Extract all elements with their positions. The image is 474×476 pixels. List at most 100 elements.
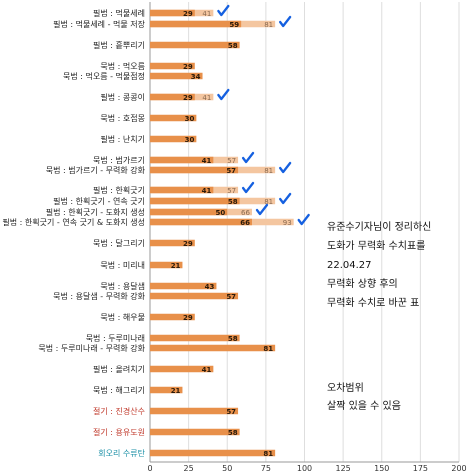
x-axis-ticks: 0 25 50 75 100 125 150 175 200 bbox=[147, 464, 466, 473]
bar-after-value-label: 81 bbox=[263, 450, 273, 458]
bar-after-value-label: 41 bbox=[202, 366, 212, 374]
annotation-line-4: 무력화 상향 후의 bbox=[327, 279, 398, 290]
x-tick-label: 125 bbox=[335, 464, 350, 473]
category-label: 묵법 : 먹오름 - 먹물점정 bbox=[63, 71, 145, 81]
category-label: 묵법 : 범가르기 bbox=[93, 155, 145, 165]
bar-after-update bbox=[150, 386, 183, 394]
bar-before-value-label: 81 bbox=[264, 21, 273, 29]
bar-after-update bbox=[150, 261, 183, 269]
category-label: 묵법 : 두루미나래 - 무력화 강화 bbox=[38, 343, 145, 353]
annotation-line-7: 살짝 있을 수 있음 bbox=[327, 401, 401, 412]
bar-before-value-label: 57 bbox=[227, 187, 236, 195]
bar-after-value-label: 43 bbox=[205, 283, 215, 291]
bar-after-value-label: 29 bbox=[183, 314, 193, 322]
bar-after-value-label: 29 bbox=[183, 63, 193, 71]
bar-after-value-label: 58 bbox=[228, 42, 238, 50]
checkmark-icon bbox=[297, 213, 310, 226]
bar-after-value-label: 41 bbox=[202, 157, 212, 165]
bar-before-value-label: 41 bbox=[202, 94, 211, 102]
checkmark-icon bbox=[217, 4, 230, 17]
bar-after-value-label: 29 bbox=[183, 10, 193, 18]
bar-after-value-label: 59 bbox=[229, 21, 239, 29]
bar-after-value-label: 57 bbox=[226, 408, 236, 416]
bar-after-value-label: 30 bbox=[185, 136, 195, 144]
category-label: 회오리 수류탄 bbox=[98, 448, 145, 458]
category-label: 필법 : 올려치기 bbox=[93, 364, 145, 374]
bar-after-update bbox=[150, 166, 239, 174]
bar-after-update bbox=[150, 292, 239, 300]
bar-after-update bbox=[150, 365, 214, 373]
category-label: 필법 : 흩뿌리기 bbox=[93, 40, 145, 50]
bar-after-value-label: 29 bbox=[183, 240, 193, 248]
checkmark-icon bbox=[255, 203, 269, 216]
annotation-line-1: 유준수기자님이 정리하신 bbox=[327, 222, 432, 233]
bar-after-value-label: 58 bbox=[228, 335, 238, 343]
bar-after-update bbox=[150, 93, 195, 101]
bar-before-value-label: 81 bbox=[264, 198, 273, 206]
bar-after-update bbox=[150, 20, 242, 28]
bar-after-update bbox=[150, 197, 240, 205]
bar-after-update bbox=[150, 156, 214, 164]
bar-before-value-label: 81 bbox=[264, 167, 273, 175]
bar-after-update bbox=[150, 41, 240, 49]
category-label: 묵법 : 먹오름 bbox=[100, 61, 145, 71]
x-tick-label: 175 bbox=[413, 464, 428, 473]
x-tick-label: 200 bbox=[451, 464, 466, 473]
category-label: 필법 : 먹물세례 - 먹물 저장 bbox=[53, 19, 146, 29]
bar-after-update bbox=[150, 313, 195, 321]
bar-after-value-label: 57 bbox=[226, 293, 236, 301]
category-label: 필법 : 한획긋기 - 도화지 생성 bbox=[46, 207, 145, 217]
bar-after-update bbox=[150, 186, 214, 194]
category-label: 묵법 : 호접몽 bbox=[100, 113, 145, 123]
category-label: 절기 : 용유도원 bbox=[93, 428, 145, 437]
checkmark-icon bbox=[241, 181, 255, 194]
category-label: 묵법 : 범가르기 - 무력화 강화 bbox=[46, 165, 146, 175]
checkmark-icon bbox=[217, 88, 230, 101]
bar-after-value-label: 66 bbox=[240, 219, 250, 227]
bar-before-value-label: 93 bbox=[283, 219, 292, 227]
x-tick-label: 150 bbox=[374, 464, 389, 473]
bar-after-update bbox=[150, 334, 240, 342]
bar-after-update bbox=[150, 208, 228, 216]
bar-after-update bbox=[150, 344, 276, 352]
x-tick-label: 50 bbox=[222, 464, 232, 473]
category-label: 묵법 : 두루미나래 bbox=[86, 333, 145, 343]
x-tick-label: 75 bbox=[261, 464, 271, 473]
checkmark-icon bbox=[278, 192, 292, 205]
category-label: 묵법 : 미리내 bbox=[100, 260, 145, 270]
annotation-line-2: 도화가 무력화 수치표를 bbox=[327, 241, 426, 252]
bar-before-value-label: 66 bbox=[241, 209, 250, 217]
bar-after-update bbox=[150, 428, 240, 436]
checkmark-icon bbox=[241, 151, 255, 164]
annotation-line-6: 오차범위 bbox=[327, 383, 364, 394]
bar-after-update bbox=[150, 407, 239, 415]
bar-after-value-label: 58 bbox=[228, 429, 238, 437]
bar-after-update bbox=[150, 72, 203, 80]
bar-after-value-label: 41 bbox=[202, 187, 212, 195]
category-label: 묵법 : 해우물 bbox=[100, 312, 145, 322]
checkmark-icon bbox=[278, 15, 292, 28]
bar-after-update bbox=[150, 282, 217, 290]
category-label: 필법 : 먹물세례 bbox=[93, 8, 145, 18]
bar-after-update bbox=[150, 62, 195, 70]
bar-after-value-label: 57 bbox=[226, 167, 236, 175]
x-tick-label: 100 bbox=[297, 464, 312, 473]
annotation-line-5: 무력화 수치로 바꾼 표 bbox=[327, 298, 420, 309]
x-tick-label: 25 bbox=[184, 464, 194, 473]
category-label: 필법 : 콩콩이 bbox=[100, 92, 145, 102]
category-label: 필법 : 한획긋기 - 연속 긋기 & 도화지 생성 bbox=[2, 217, 145, 227]
bar-after-update bbox=[150, 114, 197, 122]
bar-after-value-label: 50 bbox=[216, 209, 226, 217]
category-label: 필법 : 난치기 bbox=[100, 134, 145, 144]
category-label: 묵법 : 달그리기 bbox=[93, 238, 145, 248]
bar-after-value-label: 34 bbox=[191, 73, 201, 81]
bar-after-update bbox=[150, 9, 195, 17]
category-label: 필법 : 한획긋기 - 연속 긋기 bbox=[53, 196, 145, 206]
category-label: 묵법 : 용달샘 - 무력화 강화 bbox=[53, 291, 146, 301]
annotation-line-3: 22.04.27 bbox=[327, 260, 372, 271]
bar-after-value-label: 21 bbox=[171, 262, 181, 270]
bar-after-value-label: 29 bbox=[183, 94, 193, 102]
category-label: 묵법 : 해그리기 bbox=[93, 385, 145, 395]
